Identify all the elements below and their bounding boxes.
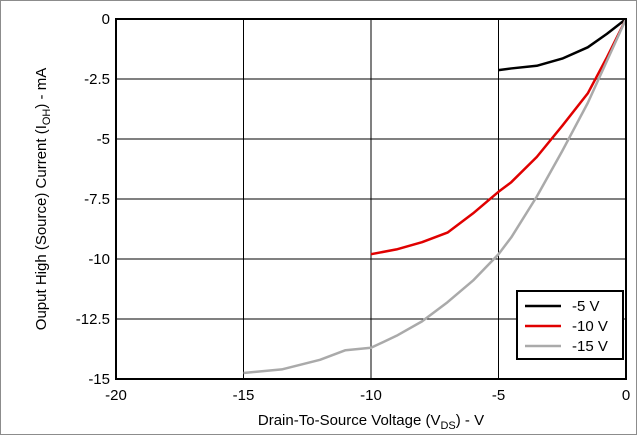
- y-tick-label: -12.5: [76, 311, 110, 328]
- legend-label: -10 V: [572, 318, 608, 335]
- x-tick-label: -5: [492, 387, 505, 404]
- y-tick-label: -15: [88, 371, 110, 388]
- y-tick-labels: 0 -2.5 -5 -7.5 -10 -12.5 -15: [76, 11, 110, 388]
- legend-label: -5 V: [572, 298, 600, 315]
- y-tick-label: -5: [97, 131, 110, 148]
- y-axis-label-main: Ouput High (Source) Current (I: [33, 125, 50, 330]
- x-axis-label-main: Drain-To-Source Voltage (V: [258, 412, 441, 429]
- y-tick-label: -2.5: [84, 71, 110, 88]
- legend-label: -15 V: [572, 338, 608, 355]
- y-axis-label: Ouput High (Source) Current (IOH) - mA: [33, 68, 53, 330]
- x-tick-label: 0: [622, 387, 630, 404]
- x-tick-labels: -20 -15 -10 -5 0: [105, 387, 630, 404]
- y-axis-label-tail: ) - mA: [33, 68, 50, 109]
- y-axis-label-sub: OH: [41, 109, 53, 126]
- legend: -5 V -10 V -15 V: [516, 290, 624, 360]
- y-tick-label: 0: [102, 11, 110, 28]
- series-layer: [243, 18, 628, 375]
- x-axis-label-tail: ) - V: [456, 412, 484, 429]
- series-line: [498, 18, 627, 72]
- series-line: [243, 18, 628, 375]
- y-tick-label: -7.5: [84, 191, 110, 208]
- x-tick-label: -10: [360, 387, 382, 404]
- series-line: [370, 18, 628, 256]
- x-axis-label-sub: DS: [440, 420, 455, 432]
- plot-area: [115, 18, 627, 380]
- x-axis-label: Drain-To-Source Voltage (VDS) - V: [258, 412, 484, 432]
- x-tick-label: -20: [105, 387, 127, 404]
- y-tick-label: -10: [88, 251, 110, 268]
- x-tick-label: -15: [233, 387, 255, 404]
